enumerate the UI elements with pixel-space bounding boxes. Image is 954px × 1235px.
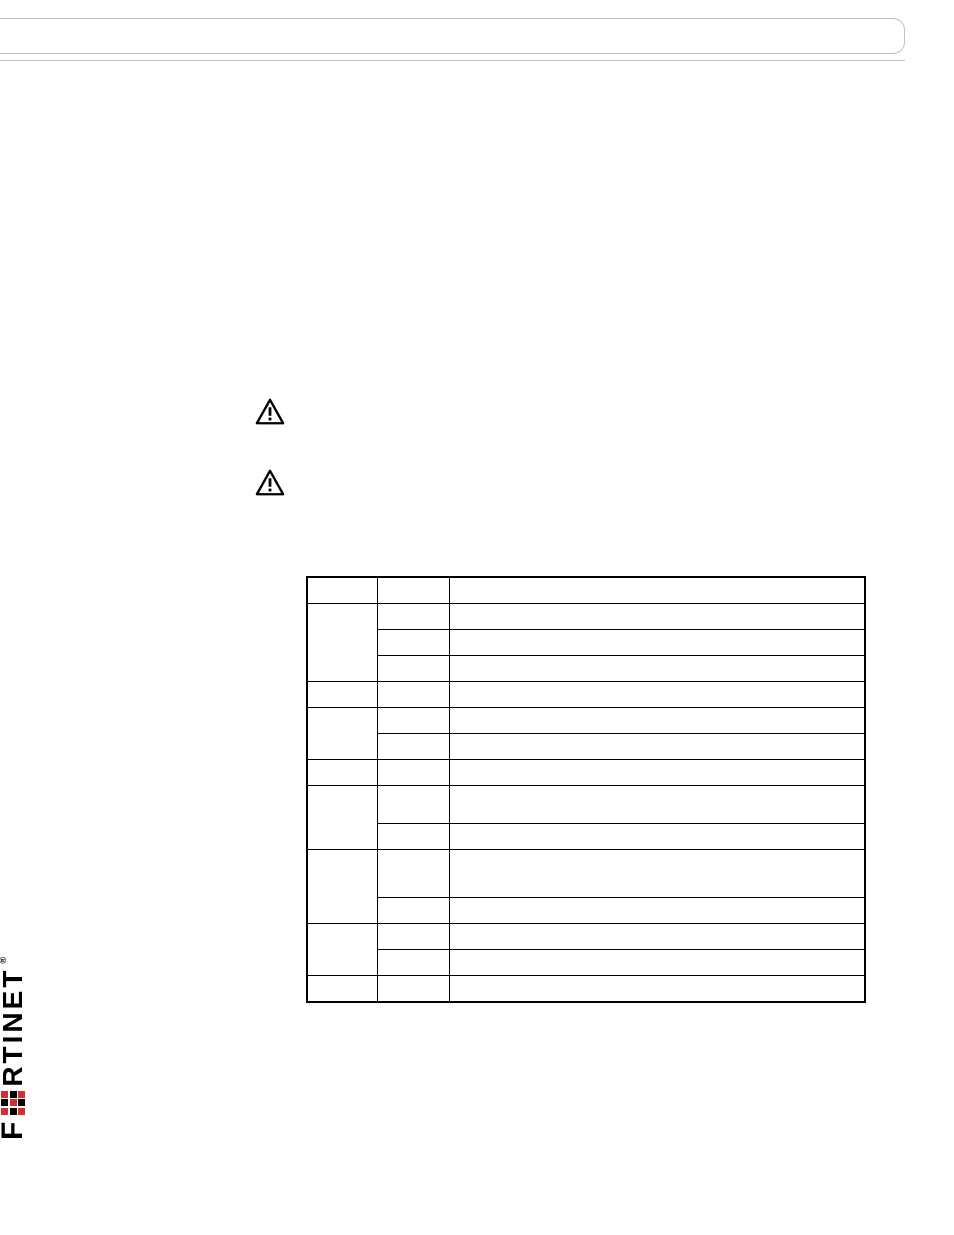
table-cell: [450, 850, 865, 898]
table-cell: [450, 760, 865, 786]
table-cell: [450, 630, 865, 656]
table-cell: [308, 786, 378, 850]
table-cell: [450, 734, 865, 760]
table-cell: [308, 604, 378, 682]
table-row: [308, 604, 865, 630]
table-cell: [450, 786, 865, 824]
warning-icon: [255, 468, 285, 498]
table-cell: [378, 824, 450, 850]
table-cell: [450, 924, 865, 950]
table-cell: [378, 850, 450, 898]
table-cell: [378, 976, 450, 1002]
table-cell: [378, 682, 450, 708]
table-header-cell: [450, 578, 865, 604]
table-cell: [378, 760, 450, 786]
table-cell: [450, 950, 865, 976]
table-row: [308, 734, 865, 760]
table-cell: [450, 976, 865, 1002]
table-row: [308, 682, 865, 708]
table-header-cell: [378, 578, 450, 604]
table-cell: [450, 682, 865, 708]
table-row: [308, 824, 865, 850]
logo-text-rest: RTINET: [0, 968, 29, 1087]
table-row: [308, 760, 865, 786]
table-row: [308, 976, 865, 1002]
table-row: [308, 924, 865, 950]
logo-registered-mark: ®: [0, 957, 8, 964]
table-cell: [378, 898, 450, 924]
header-tab-outline: [0, 18, 905, 54]
table-cell: [378, 950, 450, 976]
table-cell: [450, 708, 865, 734]
header-underline: [0, 60, 905, 61]
logo-letter-f: F: [0, 1119, 30, 1140]
warning-icon: [255, 397, 285, 427]
spec-table: [306, 576, 866, 1003]
table-cell: [378, 630, 450, 656]
table-cell: [378, 786, 450, 824]
table-cell: [450, 656, 865, 682]
table-cell: [378, 708, 450, 734]
table-cell: [308, 708, 378, 760]
table-cell: [308, 760, 378, 786]
table-cell: [308, 682, 378, 708]
table-cell: [450, 898, 865, 924]
logo-grid-icon: [1, 1091, 25, 1115]
table-cell: [308, 924, 378, 976]
caution-row-1: [255, 397, 297, 427]
caution-row-2: [255, 468, 297, 498]
table-row: [308, 786, 865, 824]
table-row: [308, 898, 865, 924]
table-row: [308, 708, 865, 734]
table-row: [308, 850, 865, 898]
table-header-cell: [308, 578, 378, 604]
table-cell: [378, 604, 450, 630]
table-row: [308, 630, 865, 656]
table-cell: [450, 824, 865, 850]
table-cell: [450, 604, 865, 630]
table-cell: [378, 924, 450, 950]
table-cell: [378, 656, 450, 682]
table-cell: [378, 734, 450, 760]
fortinet-logo: F RTINET ®: [0, 957, 30, 1140]
table-row: [308, 656, 865, 682]
table-cell: [308, 976, 378, 1002]
table-cell: [308, 850, 378, 924]
table-header-row: [308, 578, 865, 604]
table-row: [308, 950, 865, 976]
